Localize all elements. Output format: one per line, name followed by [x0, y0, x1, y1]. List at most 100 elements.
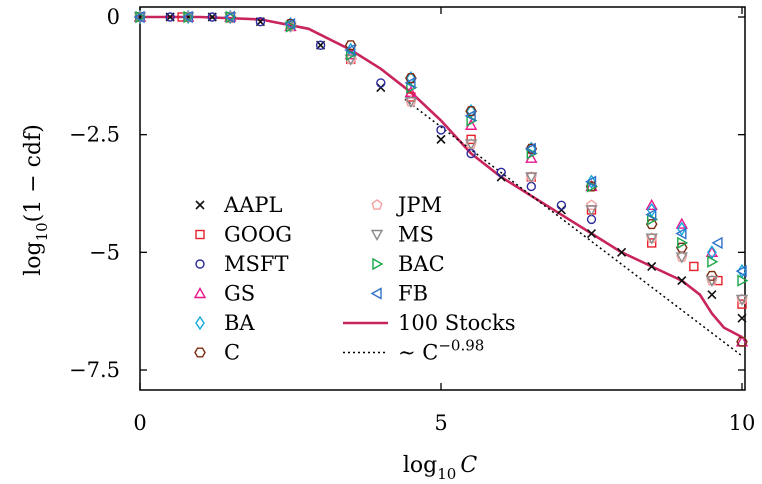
data-point [464, 139, 478, 151]
data-point [585, 181, 598, 192]
data-point [707, 290, 717, 300]
axis-ticks: 0 5 10 0 −2.5 −5 −7.5 [69, 5, 755, 435]
data-point [736, 336, 748, 347]
data-point [647, 213, 659, 226]
data-point [677, 276, 687, 286]
data-point [705, 245, 719, 258]
data-point [586, 228, 597, 239]
data-point [371, 199, 383, 210]
data-point [675, 227, 687, 240]
data-point [645, 219, 658, 230]
data-point [585, 175, 597, 188]
data-point [405, 73, 417, 84]
data-point [344, 54, 357, 66]
data-point [344, 40, 357, 51]
data-point [705, 275, 719, 288]
marker-stroke [376, 83, 386, 93]
data-point [376, 83, 386, 93]
line-100-stocks [140, 15, 743, 339]
y-tick-label: 0 [107, 5, 120, 29]
data-point [496, 172, 506, 182]
x-axis-label: log10 C [403, 453, 477, 483]
data-point [194, 347, 206, 358]
data-point [737, 313, 747, 323]
data-point [284, 17, 296, 31]
data-point [585, 205, 598, 217]
marker-stroke [617, 247, 627, 257]
legend-label: 100 Stocks [398, 311, 516, 335]
x-tick-label: 10 [729, 411, 756, 435]
data-point [370, 287, 382, 300]
data-point [223, 10, 236, 24]
data-point [525, 172, 538, 184]
legend-label: MS [398, 223, 434, 247]
legend-label: GOOG [224, 223, 292, 247]
marker-stroke [677, 276, 687, 286]
data-point [647, 261, 657, 272]
data-point [372, 257, 384, 271]
x-tick-label: 5 [434, 411, 447, 435]
data-point [165, 12, 175, 22]
legend-label: BA [224, 311, 255, 335]
data-point [465, 106, 477, 117]
data-point [645, 208, 657, 221]
data-point [195, 315, 205, 331]
data-point [735, 294, 749, 306]
legend-label: FB [398, 282, 428, 306]
marker-stroke [195, 200, 205, 210]
data-point [647, 238, 657, 248]
data-point [133, 10, 145, 24]
data-point [181, 12, 195, 24]
marker-layer [133, 9, 749, 347]
legend-label: AAPL [223, 193, 282, 217]
data-point [645, 198, 658, 210]
data-point [737, 299, 747, 309]
data-point [224, 12, 237, 24]
data-point [285, 20, 297, 33]
data-point [556, 200, 567, 210]
data-point [556, 205, 566, 215]
data-point [207, 12, 217, 22]
data-point [466, 134, 476, 145]
data-point [284, 21, 297, 33]
y-tick-label: −7.5 [69, 358, 120, 382]
data-point [181, 10, 193, 24]
series-ms [133, 12, 749, 306]
data-point [466, 114, 478, 127]
data-point [526, 181, 536, 192]
data-point [675, 217, 688, 229]
data-point [711, 236, 723, 250]
marker-stroke [586, 228, 597, 239]
marker-stroke [496, 172, 506, 182]
legend-label: BAC [398, 252, 445, 276]
data-point [370, 229, 384, 241]
data-point [675, 242, 688, 253]
y-tick-label: −2.5 [69, 123, 120, 147]
x-tick-label: 0 [133, 411, 146, 435]
data-point [645, 233, 658, 245]
data-point [344, 43, 356, 57]
legend-label: ∼ C−0.98 [398, 337, 484, 365]
data-point [346, 48, 358, 61]
data-point [586, 214, 597, 225]
plot-frame [139, 6, 746, 391]
data-point [133, 12, 147, 24]
data-point [406, 81, 418, 94]
data-point [436, 134, 446, 144]
data-point [677, 236, 689, 250]
legend-label: JPM [396, 193, 442, 217]
legend-label: MSFT [224, 252, 288, 276]
data-point [404, 76, 416, 90]
marker-stroke [647, 261, 657, 272]
marker-stroke [436, 134, 446, 144]
data-point [195, 200, 205, 210]
data-point [586, 180, 598, 193]
data-point [406, 92, 416, 102]
y-tick-label: −5 [89, 240, 120, 264]
data-point [735, 264, 747, 278]
data-point [689, 261, 699, 272]
data-point [195, 259, 205, 269]
legend-label: C [224, 341, 240, 365]
